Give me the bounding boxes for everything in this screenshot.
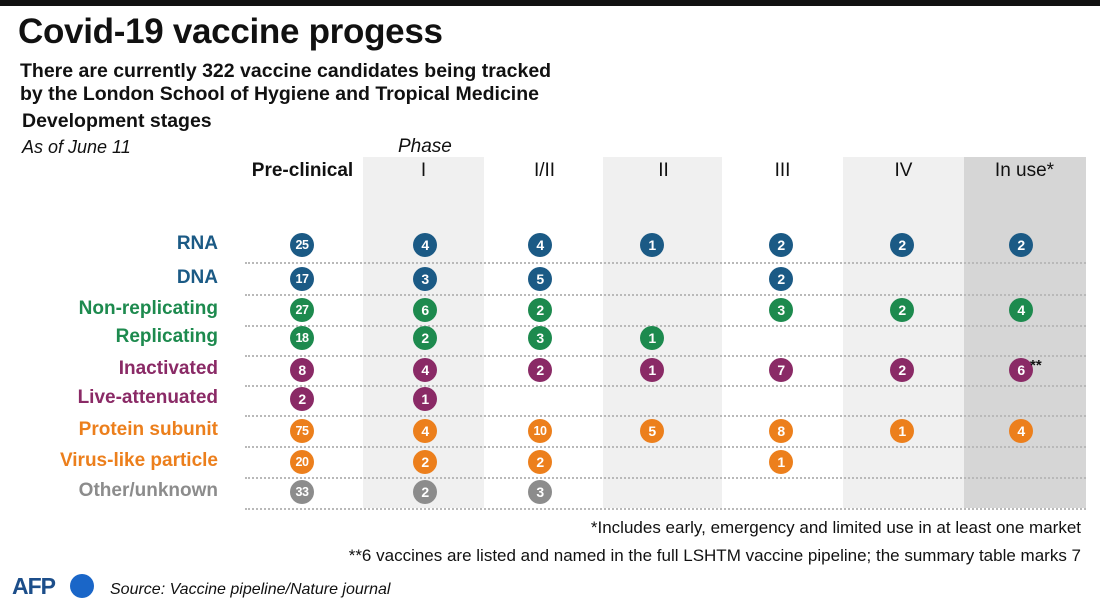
- subtitle-line-2: by the London School of Hygiene and Trop…: [20, 83, 539, 105]
- value-marker: 1: [769, 450, 793, 474]
- value-marker: 6: [1009, 358, 1033, 382]
- value-marker: 4: [1009, 298, 1033, 322]
- value-marker: 2: [528, 298, 552, 322]
- value-marker: 2: [413, 326, 437, 350]
- footnote-in-use: *Includes early, emergency and limited u…: [590, 518, 1081, 537]
- row-divider: [245, 508, 1086, 510]
- column-header: III: [774, 160, 791, 181]
- column-header: Pre-clinical: [251, 160, 354, 181]
- chart-title: Covid-19 vaccine progess: [18, 12, 443, 51]
- value-marker: 2: [528, 358, 552, 382]
- row-label: RNA: [176, 233, 218, 254]
- value-marker: 4: [413, 419, 437, 443]
- value-marker: 2: [413, 480, 437, 504]
- top-rule: [0, 0, 1100, 6]
- row-divider: [245, 385, 1086, 387]
- row-label: Live-attenuated: [77, 387, 218, 408]
- value-marker: 4: [413, 358, 437, 382]
- value-marker: 7: [769, 358, 793, 382]
- row-label: Inactivated: [118, 358, 218, 379]
- value-marker: 10: [528, 419, 552, 443]
- value-marker: 1: [640, 233, 664, 257]
- subtitle-line-1: There are currently 322 vaccine candidat…: [20, 60, 552, 82]
- value-marker: 2: [890, 233, 914, 257]
- value-marker: 4: [413, 233, 437, 257]
- source-note: Source: Vaccine pipeline/Nature journal: [110, 581, 391, 598]
- value-marker: 20: [290, 450, 314, 474]
- value-marker: 8: [769, 419, 793, 443]
- value-marker: 18: [290, 326, 314, 350]
- row-label: Protein subunit: [78, 419, 218, 440]
- value-marker: 2: [413, 450, 437, 474]
- row-divider: [245, 294, 1086, 296]
- afp-logo-ball-icon: [70, 574, 94, 598]
- value-marker: 17: [290, 267, 314, 291]
- value-marker: 3: [528, 326, 552, 350]
- row-label: Other/unknown: [78, 480, 218, 501]
- footnote-inactivated: **6 vaccines are listed and named in the…: [348, 546, 1081, 565]
- value-marker: 75: [290, 419, 314, 443]
- chart-subtitle: There are currently 322 vaccine candidat…: [20, 60, 620, 106]
- value-marker: 33: [290, 480, 314, 504]
- column-header: In use*: [994, 160, 1055, 181]
- value-marker: 3: [413, 267, 437, 291]
- value-marker: 2: [528, 450, 552, 474]
- row-divider: [245, 355, 1086, 357]
- value-marker: 3: [769, 298, 793, 322]
- row-divider: [245, 477, 1086, 479]
- value-marker: 1: [640, 358, 664, 382]
- column-header: II: [658, 160, 669, 181]
- afp-logo: AFP: [12, 573, 56, 599]
- value-marker: 3: [528, 480, 552, 504]
- row-divider: [245, 446, 1086, 448]
- value-marker: 27: [290, 298, 314, 322]
- column-header: IV: [894, 160, 913, 181]
- row-label: Replicating: [115, 326, 218, 347]
- value-marker: 2: [890, 298, 914, 322]
- value-marker: 2: [290, 387, 314, 411]
- value-marker: 2: [890, 358, 914, 382]
- column-background: [722, 157, 843, 508]
- column-background: [603, 157, 724, 508]
- column-background: [964, 157, 1086, 508]
- row-label: Non-replicating: [78, 298, 218, 319]
- value-note: **: [1030, 357, 1042, 374]
- row-divider: [245, 415, 1086, 417]
- value-marker: 8: [290, 358, 314, 382]
- column-header: I: [420, 160, 427, 181]
- value-marker: 4: [528, 233, 552, 257]
- value-marker: 5: [640, 419, 664, 443]
- value-marker: 2: [769, 267, 793, 291]
- row-label: Virus-like particle: [59, 450, 218, 471]
- row-divider: [245, 262, 1086, 264]
- row-divider: [245, 325, 1086, 327]
- column-background: [843, 157, 964, 508]
- column-header: I/II: [533, 160, 556, 181]
- value-marker: 1: [640, 326, 664, 350]
- value-marker: 1: [413, 387, 437, 411]
- value-marker: 2: [1009, 233, 1033, 257]
- value-marker: 1: [890, 419, 914, 443]
- value-marker: 5: [528, 267, 552, 291]
- row-label: DNA: [176, 267, 218, 288]
- value-marker: 25: [290, 233, 314, 257]
- value-marker: 4: [1009, 419, 1033, 443]
- phase-label: Phase: [398, 136, 452, 157]
- value-marker: 6: [413, 298, 437, 322]
- as-of-date: As of June 11: [22, 137, 131, 157]
- value-marker: 2: [769, 233, 793, 257]
- section-title: Development stages: [22, 110, 212, 132]
